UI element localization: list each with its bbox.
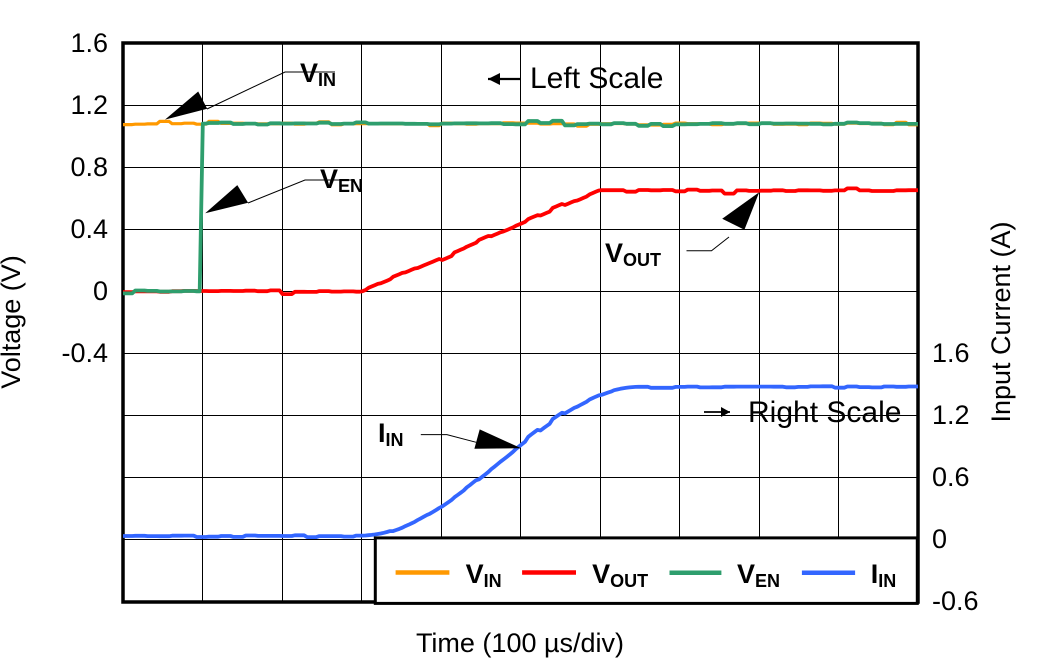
svg-text:0.8: 0.8 bbox=[70, 152, 108, 182]
svg-text:Right Scale: Right Scale bbox=[748, 396, 901, 429]
svg-text:0.6: 0.6 bbox=[932, 462, 970, 492]
svg-text:0.4: 0.4 bbox=[70, 214, 108, 244]
svg-text:1.6: 1.6 bbox=[70, 28, 108, 58]
svg-text:1.6: 1.6 bbox=[932, 338, 970, 368]
svg-text:1.2: 1.2 bbox=[70, 90, 108, 120]
svg-text:Voltage (V): Voltage (V) bbox=[0, 255, 26, 389]
svg-text:Left Scale: Left Scale bbox=[530, 62, 663, 95]
svg-text:Input Current (A): Input Current (A) bbox=[986, 221, 1016, 422]
svg-text:VIN: VIN bbox=[300, 58, 336, 90]
svg-text:VOUT: VOUT bbox=[605, 238, 661, 270]
svg-text:0: 0 bbox=[932, 524, 947, 554]
svg-text:IIN: IIN bbox=[378, 418, 404, 450]
svg-text:-0.4: -0.4 bbox=[61, 338, 108, 368]
svg-text:-0.6: -0.6 bbox=[932, 586, 979, 616]
svg-text:0: 0 bbox=[93, 276, 108, 306]
svg-text:Time (100 µs/div): Time (100 µs/div) bbox=[416, 628, 624, 658]
svg-text:1.2: 1.2 bbox=[932, 400, 970, 430]
